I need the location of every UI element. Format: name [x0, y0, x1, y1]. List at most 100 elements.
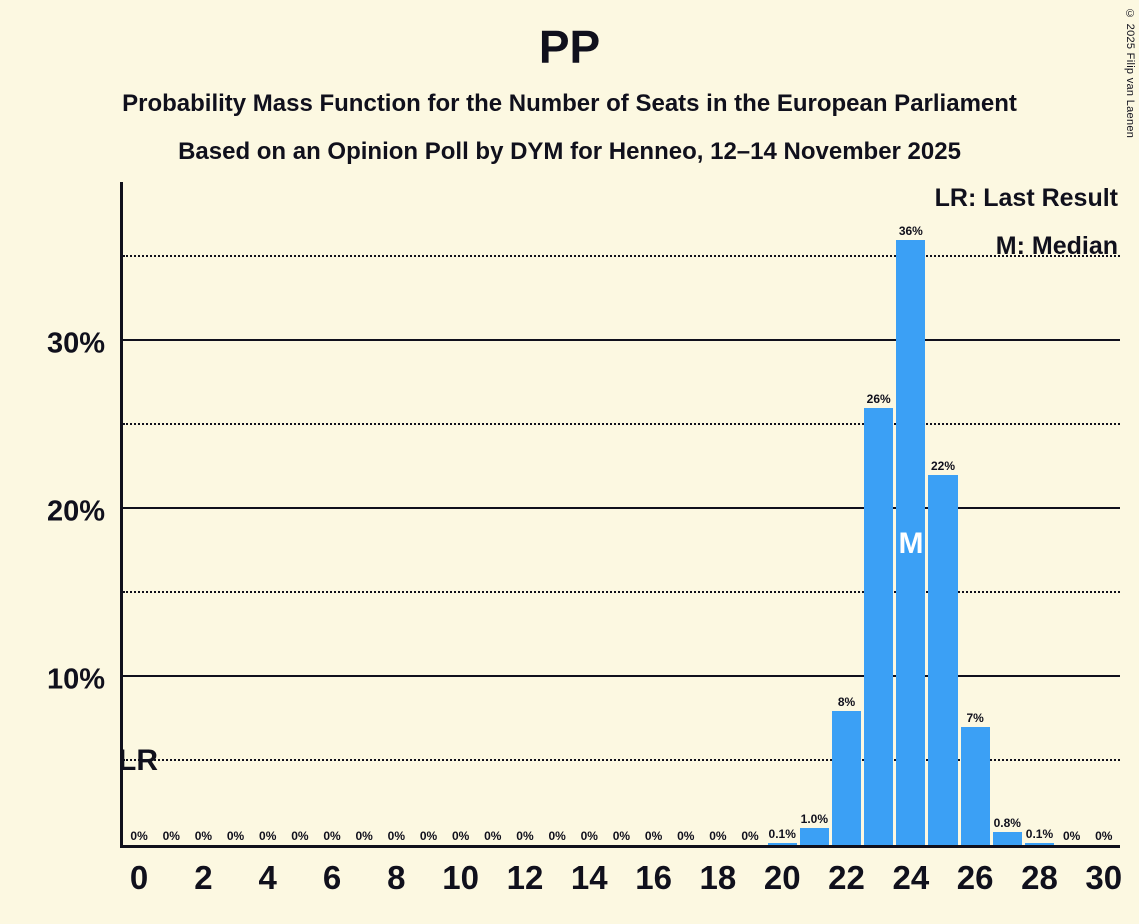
- dotted-gridline-25: [123, 423, 1120, 425]
- x-tick-label-9: [412, 859, 444, 897]
- x-tick-label-5: [284, 859, 316, 897]
- bar-value-label: 0%: [741, 829, 759, 843]
- bar-slot-seat-9: 0%: [412, 182, 444, 845]
- bar-slot-seat-1: 0%: [155, 182, 187, 845]
- bar-value-label: 0%: [516, 829, 534, 843]
- bar-value-label: 0%: [612, 829, 631, 843]
- x-tick-label-13: [541, 859, 573, 897]
- y-tick-label-30: 30%: [46, 327, 105, 360]
- chart-subtitle-source: Based on an Opinion Poll by DYM for Henn…: [178, 138, 961, 165]
- x-tick-label-29: [1056, 859, 1088, 897]
- bar-slot-seat-28: 0.1%: [1023, 182, 1055, 845]
- bar-value-label: 0%: [1095, 829, 1113, 843]
- legend-last-result: LR: Last Result: [934, 184, 1118, 212]
- x-tick-label-4: 4: [258, 859, 277, 896]
- y-tick-label-10: 10%: [46, 663, 105, 696]
- bar-value-label: 0.1%: [768, 827, 796, 842]
- bar-slot-seat-12: 0%: [509, 182, 541, 845]
- copyright-notice: © 2025 Filip van Laenen: [1124, 8, 1136, 139]
- y-tick-label-20: 20%: [46, 495, 105, 528]
- x-tick-label-17: [670, 859, 702, 897]
- bar: [831, 710, 862, 845]
- bar-series: 0% 0% 0% 0% 0% 0% 0% 0% 0% 0% 0% 0% 0% 0% 0% 0% 0% 0% 0% 0%…: [123, 182, 1120, 845]
- solid-gridline-10: [123, 675, 1120, 677]
- bar-slot-seat-29: 0%: [1056, 182, 1088, 845]
- bar-value-label: 7%: [966, 711, 984, 726]
- bar-slot-seat-21: 1.0%: [798, 182, 830, 845]
- bar-slot-seat-2: 0%: [187, 182, 219, 845]
- bar-slot-seat-27: 0.8%: [991, 182, 1023, 845]
- bar-value-label: 36%: [898, 224, 923, 239]
- bar-slot-seat-15: 0%: [605, 182, 637, 845]
- x-tick-label-23: [863, 859, 895, 897]
- bar-value-label: 1.0%: [800, 812, 829, 827]
- bar-slot-seat-0: 0%: [123, 182, 155, 845]
- bar-slot-seat-20: 0.1%: [766, 182, 798, 845]
- last-result-marker: LR: [118, 744, 158, 777]
- bar-slot-seat-16: 0%: [638, 182, 670, 845]
- bar-value-label: 0%: [580, 829, 598, 843]
- x-tick-label-6: 6: [322, 859, 342, 896]
- bar-slot-seat-17: 0%: [670, 182, 702, 845]
- x-tick-label-0: 0: [129, 859, 149, 896]
- solid-gridline-20: [123, 507, 1120, 509]
- bar-value-label: 0%: [355, 829, 373, 843]
- bar-value-label: 0%: [226, 829, 245, 843]
- x-tick-label-20: 20: [763, 859, 801, 896]
- bar: [799, 828, 829, 845]
- bar-value-label: 0%: [677, 829, 695, 843]
- bar-value-label: 26%: [866, 392, 891, 407]
- plot-area: 10% 20% 30% LR: Last Result M: Median 0% 0%…: [47, 182, 1122, 896]
- bar-slot-seat-22: 8%: [830, 182, 862, 845]
- x-tick-label-22: 22: [828, 859, 865, 896]
- x-tick-label-30: 30: [1085, 859, 1123, 896]
- legend-median: M: Median: [995, 232, 1118, 260]
- median-marker: M: [898, 527, 924, 561]
- x-tick-label-7: [348, 859, 380, 897]
- x-tick-label-21: [798, 859, 830, 897]
- bar-slot-seat-8: 0%: [380, 182, 412, 845]
- x-tick-label-18: 18: [699, 859, 737, 896]
- x-axis-labels: 0 2 4 6 8 10 12 14 16 18 20 22 24 26 28 30: [123, 859, 1123, 897]
- x-tick-label-11: [477, 859, 509, 897]
- bar: [928, 475, 958, 845]
- x-tick-label-2: 2: [194, 859, 213, 896]
- x-tick-label-25: [927, 859, 959, 897]
- x-tick-label-16: 16: [635, 859, 672, 896]
- bar-slot-seat-7: 0%: [348, 182, 380, 845]
- bar: [992, 831, 1022, 845]
- dotted-gridline-5: [123, 759, 1120, 761]
- x-tick-label-15: [605, 859, 637, 897]
- bar-value-label: 0%: [323, 829, 341, 843]
- bar: [896, 240, 926, 845]
- bar-value-label: 0.1%: [1025, 827, 1054, 842]
- bar-value-label: 0%: [387, 829, 405, 843]
- bar-value-label: 0%: [451, 829, 470, 843]
- chart-subtitle: Probability Mass Function for the Number…: [122, 90, 1017, 117]
- bar-value-label: 8%: [837, 694, 856, 709]
- bar-slot-seat-23: 26%: [863, 182, 895, 845]
- bar-slot-seat-3: 0%: [219, 182, 251, 845]
- bar-value-label: 0%: [709, 829, 727, 843]
- bar-slot-seat-24: 36%: [895, 182, 927, 845]
- bar-slot-seat-14: 0%: [573, 182, 605, 845]
- bar-slot-seat-30: 0%: [1088, 182, 1120, 845]
- bar-value-label: 0%: [644, 829, 663, 843]
- dotted-gridline-35: [123, 255, 1120, 257]
- x-tick-label-1: [155, 859, 187, 897]
- bar-slot-seat-26: 7%: [959, 182, 991, 845]
- chart-title: PP: [538, 21, 601, 73]
- bar-value-label: 0%: [419, 829, 438, 843]
- bar-value-label: 0%: [548, 829, 566, 843]
- bar-slot-seat-6: 0%: [316, 182, 348, 845]
- bar: [767, 843, 797, 845]
- dotted-gridline-15: [123, 591, 1120, 593]
- x-tick-label-8: 8: [387, 859, 406, 896]
- bar-value-label: 0%: [130, 829, 148, 843]
- x-tick-label-3: [219, 859, 251, 897]
- x-tick-label-27: [991, 859, 1023, 897]
- bar-value-label: 0%: [194, 829, 213, 843]
- bar-value-label: 0%: [162, 829, 180, 843]
- x-tick-label-19: [734, 859, 766, 897]
- bar-slot-seat-4: 0%: [252, 182, 284, 845]
